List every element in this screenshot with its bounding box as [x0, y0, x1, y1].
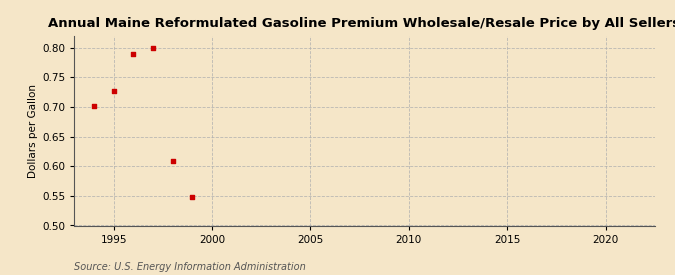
- Point: [187, 195, 198, 199]
- Point: [108, 89, 119, 93]
- Point: [148, 45, 159, 50]
- Y-axis label: Dollars per Gallon: Dollars per Gallon: [28, 84, 38, 178]
- Text: Source: U.S. Energy Information Administration: Source: U.S. Energy Information Administ…: [74, 262, 306, 272]
- Title: Annual Maine Reformulated Gasoline Premium Wholesale/Resale Price by All Sellers: Annual Maine Reformulated Gasoline Premi…: [49, 17, 675, 31]
- Point: [88, 104, 99, 109]
- Point: [167, 159, 178, 163]
- Point: [128, 52, 138, 56]
